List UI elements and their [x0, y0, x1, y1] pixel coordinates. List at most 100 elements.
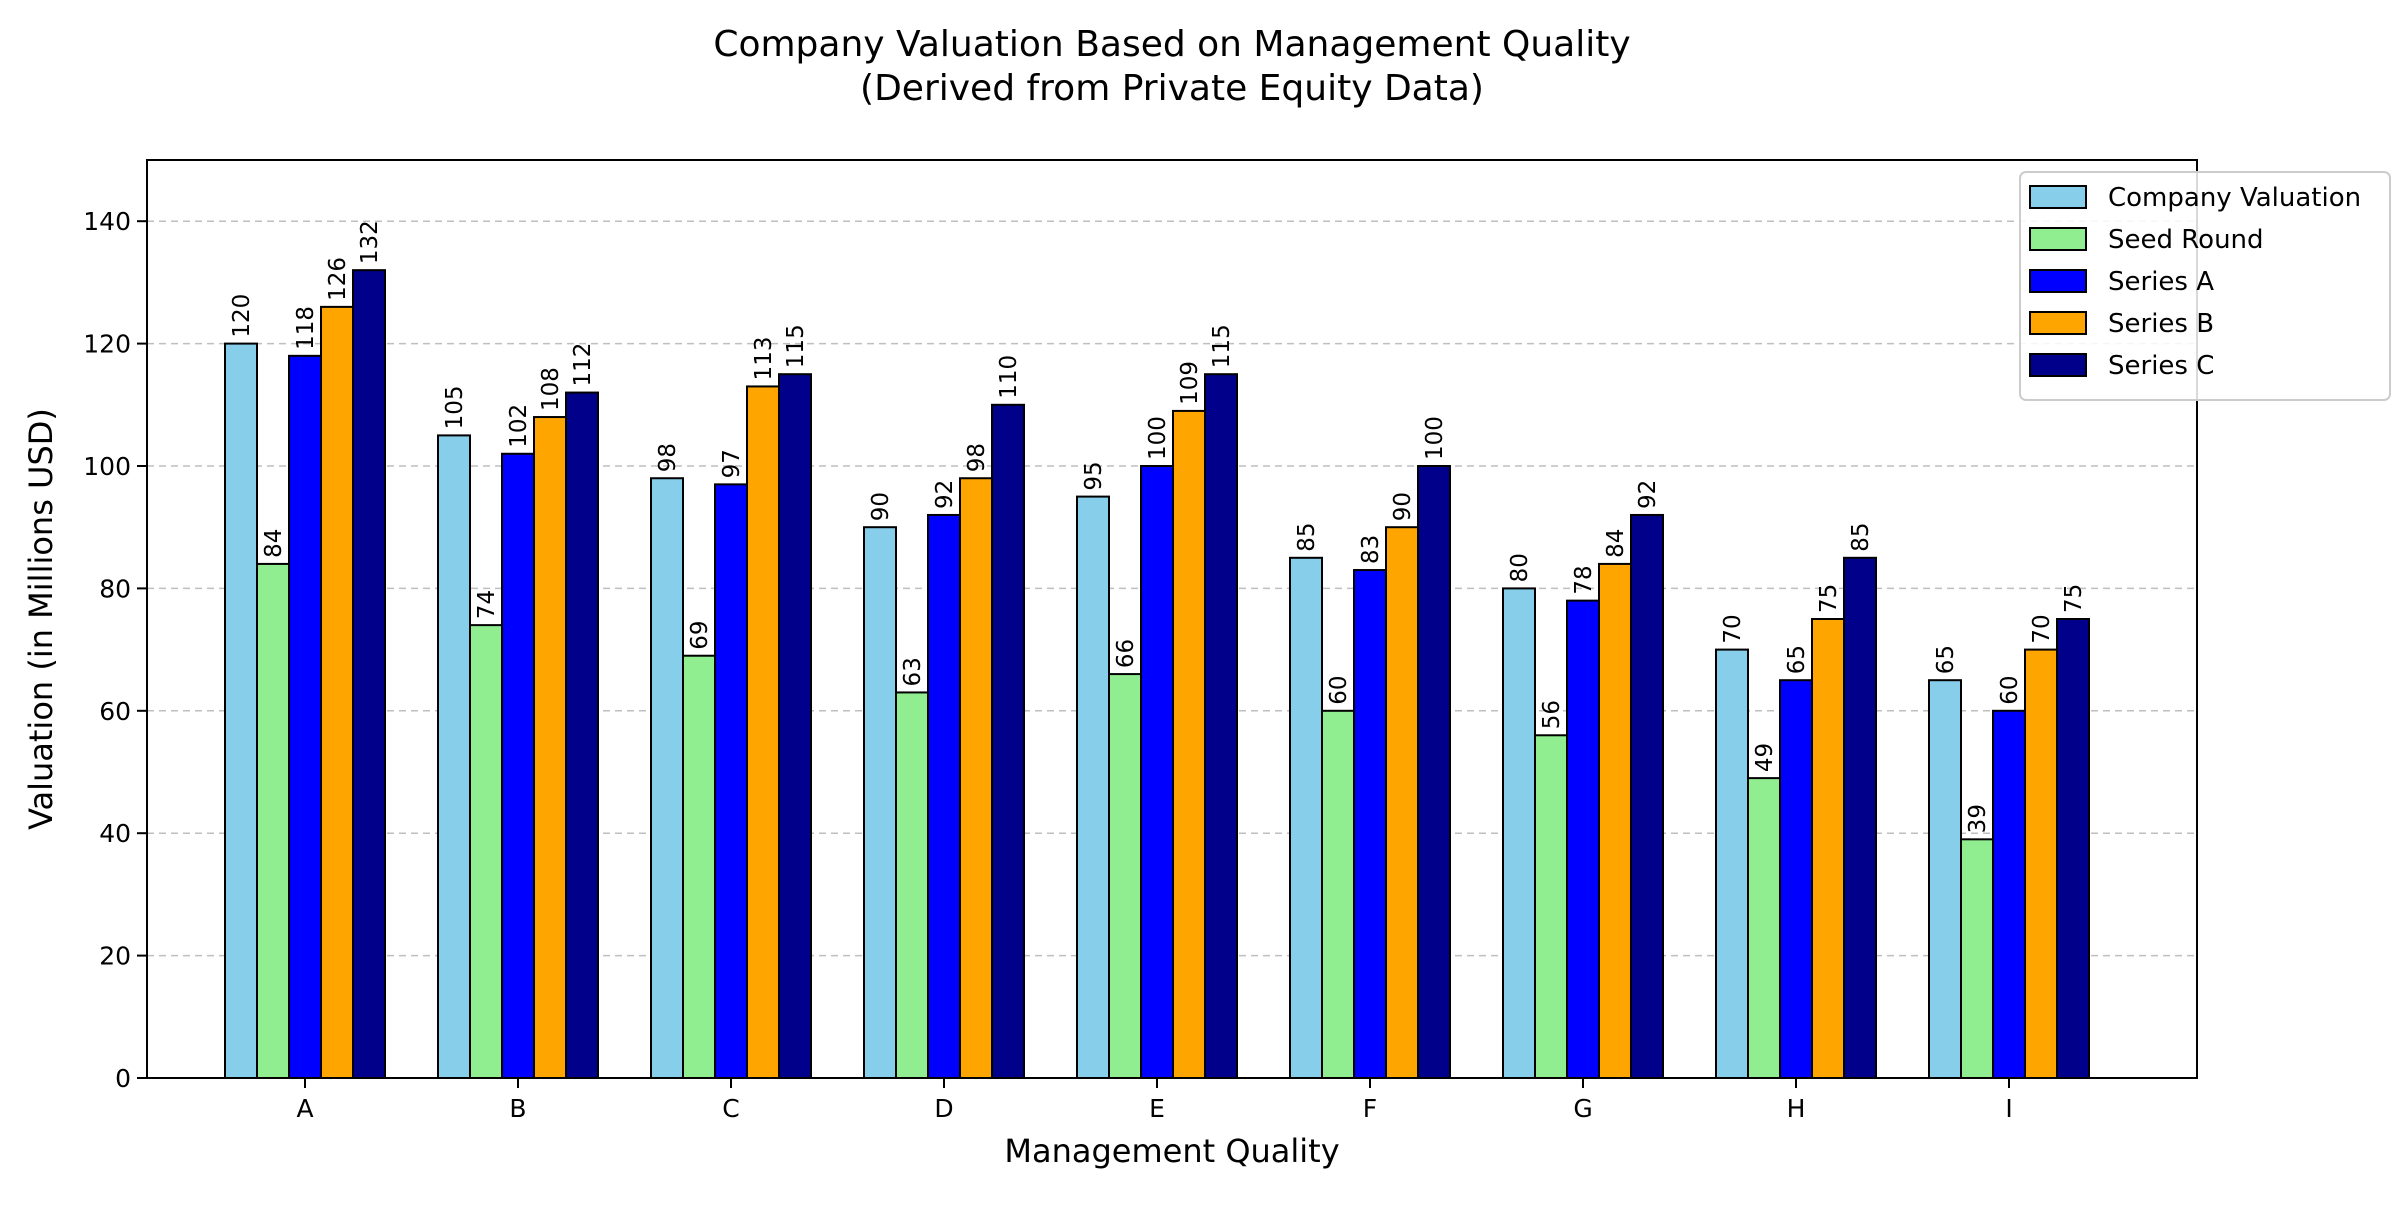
- bar: [2056, 618, 2090, 1079]
- bar: [1747, 777, 1781, 1079]
- bar: [746, 385, 780, 1079]
- chart-title: Company Valuation Based on Management Qu…: [713, 24, 1630, 65]
- bar-value-label: 65: [1933, 645, 1959, 674]
- legend-swatch: [2029, 269, 2087, 293]
- bar: [1779, 679, 1813, 1079]
- bar: [1811, 618, 1845, 1079]
- bar: [501, 452, 535, 1079]
- bar: [1992, 709, 2026, 1079]
- y-tick-label: 140: [83, 207, 131, 236]
- bar: [1108, 673, 1142, 1080]
- bar-value-label: 115: [783, 324, 809, 368]
- bar: [1928, 679, 1962, 1079]
- bar-value-label: 112: [570, 343, 596, 387]
- bar: [1502, 587, 1536, 1080]
- bar-value-label: 49: [1752, 743, 1778, 772]
- bar-value-label: 75: [1816, 584, 1842, 613]
- bar-value-label: 98: [964, 443, 990, 472]
- bar: [863, 526, 897, 1079]
- bar: [288, 354, 322, 1079]
- x-tick-label: A: [296, 1094, 313, 1123]
- bar-value-label: 132: [357, 220, 383, 264]
- bar: [1843, 556, 1877, 1079]
- bar-value-label: 90: [1390, 492, 1416, 521]
- bar: [320, 305, 354, 1079]
- bar-value-label: 69: [687, 620, 713, 649]
- bar: [256, 562, 290, 1079]
- bar: [1417, 465, 1451, 1079]
- bar: [778, 373, 812, 1079]
- bar-value-label: 100: [1145, 416, 1171, 460]
- x-axis-label: Management Quality: [1004, 1132, 1339, 1170]
- bar-value-label: 84: [261, 529, 287, 558]
- bar: [682, 654, 716, 1079]
- legend-label: Series A: [2108, 267, 2214, 297]
- legend-swatch: [2029, 311, 2087, 335]
- bar-value-label: 102: [506, 404, 532, 448]
- bar: [2024, 648, 2058, 1079]
- bar: [959, 477, 993, 1079]
- bar-value-label: 115: [1209, 324, 1235, 368]
- bar: [1172, 409, 1206, 1080]
- legend-label: Series B: [2108, 309, 2214, 339]
- legend: Company Valuation Seed Round Series A Serie…: [2019, 171, 2391, 401]
- bar-value-label: 39: [1965, 804, 1991, 833]
- y-tick-label: 0: [115, 1064, 131, 1093]
- bar-value-label: 95: [1081, 461, 1107, 490]
- bar: [1960, 838, 1994, 1079]
- bar: [224, 342, 258, 1080]
- legend-swatch: [2029, 353, 2087, 377]
- bar-value-label: 85: [1848, 523, 1874, 552]
- bar-value-label: 78: [1571, 565, 1597, 594]
- bar-value-label: 65: [1784, 645, 1810, 674]
- bar: [1566, 599, 1600, 1079]
- legend-label: Company Valuation: [2108, 183, 2361, 213]
- bar: [1140, 465, 1174, 1079]
- bar: [352, 269, 386, 1080]
- bar-value-label: 98: [655, 443, 681, 472]
- bar-value-label: 126: [325, 257, 351, 301]
- bar: [1598, 562, 1632, 1079]
- bar: [1076, 495, 1110, 1080]
- x-tick-label: H: [1787, 1094, 1806, 1123]
- bar-value-label: 70: [2029, 614, 2055, 643]
- bar: [1630, 513, 1664, 1079]
- bar-value-label: 75: [2061, 584, 2087, 613]
- x-tick-label: G: [1573, 1094, 1592, 1123]
- bar-value-label: 74: [474, 590, 500, 619]
- y-axis-label: Valuation (in Millions USD): [22, 408, 60, 830]
- bar-value-label: 108: [538, 367, 564, 411]
- x-tick-label: B: [509, 1094, 526, 1123]
- bars: [224, 269, 2090, 1080]
- plot-frame: [146, 159, 2198, 1079]
- legend-swatch: [2029, 227, 2087, 251]
- bar-value-label: 105: [442, 385, 468, 429]
- y-tick-label: 20: [99, 942, 131, 971]
- y-tick-label: 80: [99, 574, 131, 603]
- bar-value-label: 120: [229, 294, 255, 338]
- bar-value-label: 92: [1635, 480, 1661, 509]
- bar-value-label: 60: [1997, 676, 2023, 705]
- bar-value-label: 113: [751, 337, 777, 381]
- bar: [1385, 526, 1419, 1079]
- bar-value-label: 109: [1177, 361, 1203, 405]
- bar-value-label: 70: [1720, 614, 1746, 643]
- bar-value-label: 56: [1539, 700, 1565, 729]
- bar: [1534, 734, 1568, 1080]
- y-tick-label: 60: [99, 697, 131, 726]
- bar: [1353, 569, 1387, 1079]
- bar-value-label: 100: [1422, 416, 1448, 460]
- bar: [1715, 648, 1749, 1079]
- x-tick-label: E: [1149, 1094, 1165, 1123]
- x-tick-label: C: [722, 1094, 739, 1123]
- y-tick-label: 120: [83, 330, 131, 359]
- bar-value-label: 63: [900, 657, 926, 686]
- bar: [991, 403, 1025, 1079]
- chart-subtitle: (Derived from Private Equity Data): [860, 68, 1484, 109]
- bar: [1289, 556, 1323, 1079]
- y-tick-label: 40: [99, 819, 131, 848]
- bar-value-label: 60: [1326, 676, 1352, 705]
